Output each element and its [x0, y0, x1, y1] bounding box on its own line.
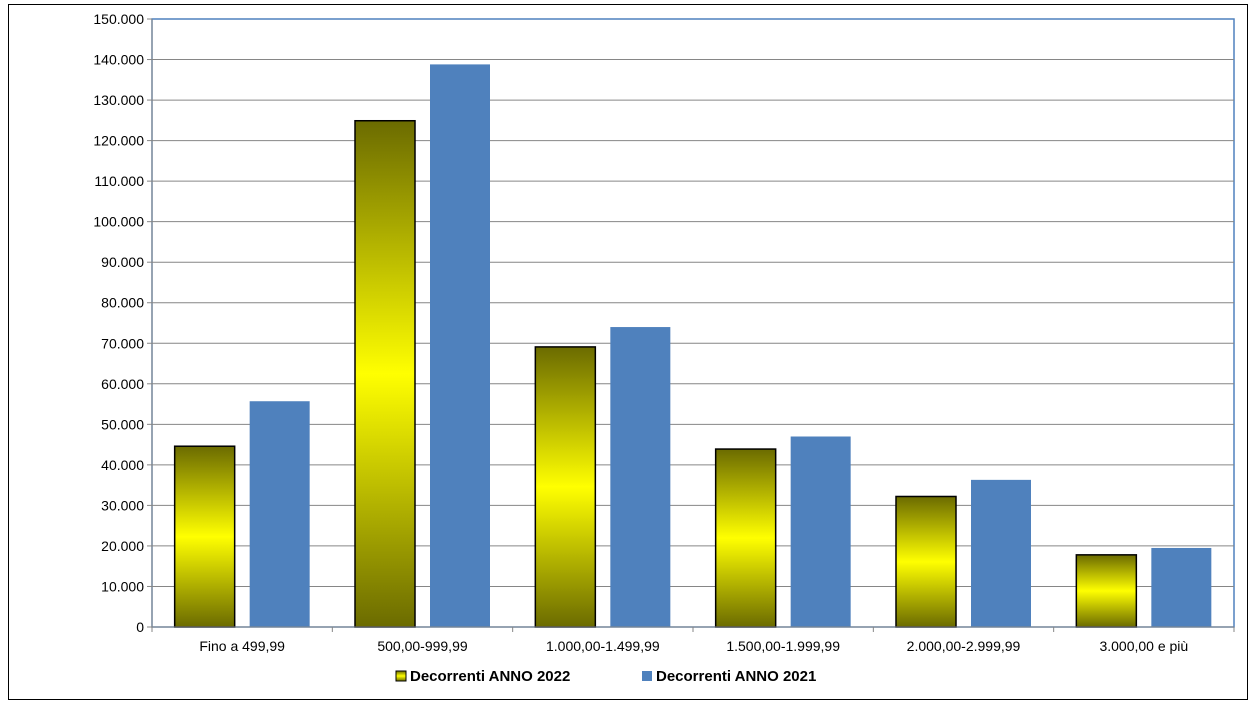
y-tick-label: 140.000 — [93, 52, 144, 68]
legend: Decorrenti ANNO 2022 Decorrenti ANNO 2021 — [395, 668, 816, 685]
x-axis: Fino a 499,99 500,00-999,99 1.000,00-1.499… — [151, 626, 1235, 654]
legend-swatch — [642, 671, 652, 681]
bar-2021 — [610, 327, 671, 627]
y-tick-label: 100.000 — [93, 214, 144, 230]
x-tick-label: 500,00-999,99 — [377, 638, 468, 654]
y-tick-label: 20.000 — [101, 538, 144, 554]
y-axis: 0 10.000 20.000 30.000 40.000 50.000 60.000 70.… — [93, 11, 153, 635]
x-tick-label: 1.000,00-1.499,99 — [546, 638, 660, 654]
plot-area — [151, 18, 1235, 628]
y-tick-label: 110.000 — [94, 173, 144, 189]
grid-lines — [152, 59, 1234, 587]
bar-2021 — [1151, 547, 1212, 627]
y-tick-label: 40.000 — [101, 457, 144, 473]
y-tick-label: 60.000 — [101, 376, 144, 392]
bar-2022 — [895, 495, 957, 628]
bars — [173, 64, 1212, 628]
bar-2021 — [971, 479, 1031, 627]
y-tick-label: 70.000 — [101, 335, 144, 351]
bar-chart: 0 10.000 20.000 30.000 40.000 50.000 60.000 70.… — [93, 11, 1235, 685]
legend-label: Decorrenti ANNO 2021 — [656, 668, 816, 685]
y-tick-label: 10.000 — [101, 578, 144, 594]
y-tick-label: 0 — [136, 619, 144, 635]
bar-2022 — [354, 119, 416, 628]
y-tick-label: 120.000 — [93, 133, 144, 149]
bar-2022 — [714, 448, 777, 628]
bar-2021 — [790, 436, 851, 627]
y-tick-label: 30.000 — [101, 497, 144, 513]
legend-swatch — [395, 670, 407, 682]
x-tick-label: 3.000,00 e più — [1099, 638, 1188, 654]
x-tick-label: 2.000,00-2.999,99 — [907, 638, 1021, 654]
y-tick-label: 150.000 — [93, 11, 144, 27]
x-tick-label: Fino a 499,99 — [199, 638, 285, 654]
x-tick-label: 1.500,00-1.999,99 — [726, 638, 840, 654]
y-tick-label: 50.000 — [101, 416, 144, 432]
bar-2021 — [249, 401, 310, 627]
y-tick-label: 80.000 — [101, 295, 144, 311]
y-tick-label: 90.000 — [101, 254, 144, 270]
plot-border — [151, 18, 1235, 628]
bar-2022 — [1075, 554, 1138, 628]
bar-2022 — [173, 445, 236, 628]
chart-frame: 0 10.000 20.000 30.000 40.000 50.000 60.000 70.… — [8, 4, 1248, 700]
bar-2021 — [430, 64, 490, 627]
legend-label: Decorrenti ANNO 2022 — [410, 668, 570, 685]
bar-2022 — [534, 346, 597, 628]
y-tick-label: 130.000 — [93, 92, 144, 108]
